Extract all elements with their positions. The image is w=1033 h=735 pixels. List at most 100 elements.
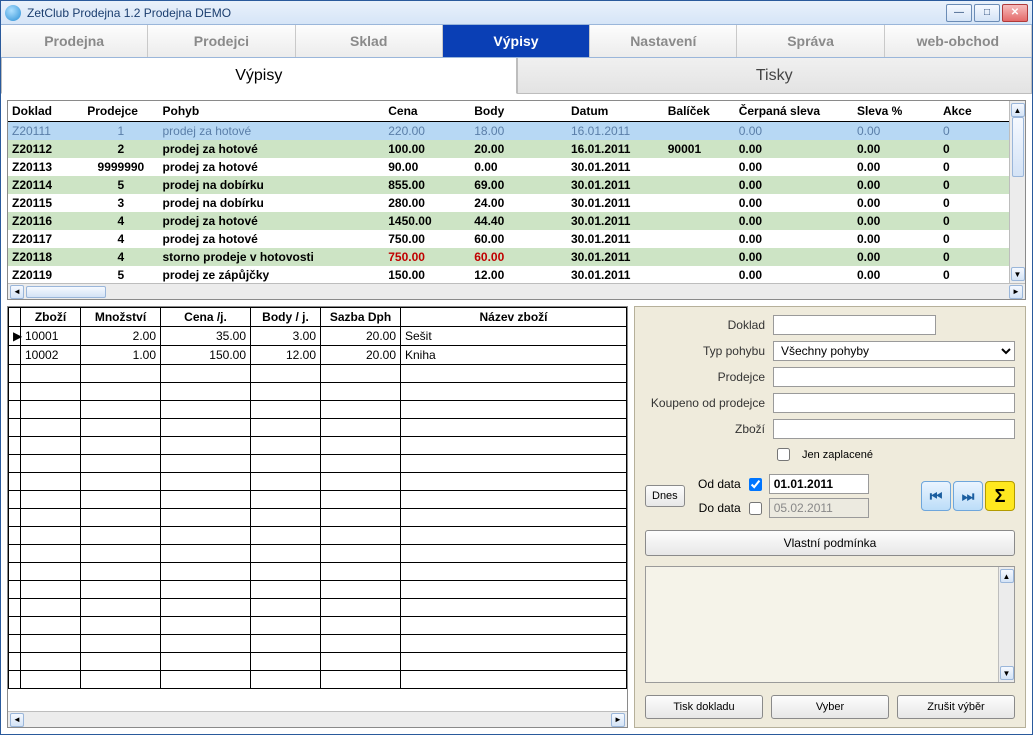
scroll-down-icon[interactable]: ▼ [1000, 666, 1014, 680]
od-data-checkbox[interactable] [749, 478, 762, 491]
table-row[interactable]: Z201153prodej na dobírku280.0024.0030.01… [8, 194, 1025, 212]
table-row[interactable] [9, 545, 627, 563]
scroll-down-icon[interactable]: ▼ [1011, 267, 1025, 281]
doklad-label: Doklad [645, 318, 765, 332]
table-row[interactable] [9, 527, 627, 545]
items-table[interactable]: ZbožíMnožstvíCena /j.Body / j.Sazba DphN… [8, 307, 627, 689]
typ-select[interactable]: Všechny pohyby [773, 341, 1015, 361]
main-tab-prodejna[interactable]: Prodejna [1, 25, 148, 57]
table-row[interactable]: 100021.00150.0012.0020.00Kniha [9, 346, 627, 365]
jen-zaplacene-checkbox[interactable] [777, 448, 790, 461]
od-data-input[interactable] [769, 474, 869, 494]
sub-tab-výpisy[interactable]: Výpisy [1, 58, 517, 94]
col-header[interactable]: Balíček [664, 101, 735, 122]
scroll-left-icon[interactable]: ◄ [10, 285, 24, 299]
table-row[interactable] [9, 581, 627, 599]
next-page-icon[interactable]: ⏭ [953, 481, 983, 511]
scroll-up-icon[interactable]: ▲ [1011, 103, 1025, 117]
condition-textarea[interactable]: ▲ ▼ [645, 566, 1015, 683]
table-row[interactable]: Z201174prodej za hotové750.0060.0030.01.… [8, 230, 1025, 248]
table-row[interactable] [9, 365, 627, 383]
documents-vscrollbar[interactable]: ▲ ▼ [1009, 101, 1025, 283]
table-row[interactable] [9, 635, 627, 653]
vlastni-podminka-button[interactable]: Vlastní podmínka [645, 530, 1015, 556]
table-row[interactable] [9, 491, 627, 509]
close-button[interactable]: ✕ [1002, 4, 1028, 22]
vyber-button[interactable]: Vyber [771, 695, 889, 719]
main-tab-prodejci[interactable]: Prodejci [148, 25, 295, 57]
dnes-button[interactable]: Dnes [645, 485, 685, 507]
zbozi-input[interactable] [773, 419, 1015, 439]
main-tabs: ProdejnaProdejciSkladVýpisyNastaveníSprá… [1, 25, 1032, 58]
table-row[interactable] [9, 671, 627, 689]
items-hscrollbar[interactable]: ◄ ► [8, 711, 627, 727]
table-row[interactable] [9, 437, 627, 455]
documents-table-container: DokladProdejcePohybCenaBodyDatumBalíčekČ… [7, 100, 1026, 300]
documents-table[interactable]: DokladProdejcePohybCenaBodyDatumBalíčekČ… [8, 101, 1025, 283]
main-tab-výpisy[interactable]: Výpisy [443, 25, 590, 57]
col-header[interactable]: Body [470, 101, 567, 122]
main-tab-nastavení[interactable]: Nastavení [590, 25, 737, 57]
sub-tab-tisky[interactable]: Tisky [517, 58, 1033, 94]
col-header[interactable]: Cena /j. [161, 308, 251, 327]
maximize-button[interactable]: □ [974, 4, 1000, 22]
table-row[interactable] [9, 563, 627, 581]
tisk-dokladu-button[interactable]: Tisk dokladu [645, 695, 763, 719]
zrusit-vyber-button[interactable]: Zrušit výběr [897, 695, 1015, 719]
table-row[interactable] [9, 419, 627, 437]
col-header[interactable]: Cena [384, 101, 470, 122]
table-row[interactable] [9, 617, 627, 635]
table-row[interactable]: Z201184storno prodeje v hotovosti750.006… [8, 248, 1025, 266]
col-header[interactable]: Prodejce [83, 101, 158, 122]
table-row[interactable] [9, 455, 627, 473]
table-row[interactable] [9, 401, 627, 419]
col-header[interactable]: Sleva % [853, 101, 939, 122]
table-row[interactable]: ▶100012.0035.003.0020.00Sešit [9, 327, 627, 346]
table-row[interactable]: Z201111prodej za hotové220.0018.0016.01.… [8, 122, 1025, 141]
col-header[interactable]: Datum [567, 101, 664, 122]
scroll-right-icon[interactable]: ► [1009, 285, 1023, 299]
col-header[interactable]: Body / j. [251, 308, 321, 327]
table-row[interactable]: Z201164prodej za hotové1450.0044.4030.01… [8, 212, 1025, 230]
main-tab-web-obchod[interactable]: web-obchod [885, 25, 1032, 57]
do-data-checkbox[interactable] [749, 502, 762, 515]
table-row[interactable] [9, 473, 627, 491]
content-area: DokladProdejcePohybCenaBodyDatumBalíčekČ… [1, 94, 1032, 734]
documents-hscrollbar[interactable]: ◄ ► [8, 283, 1025, 299]
main-tab-sklad[interactable]: Sklad [296, 25, 443, 57]
table-row[interactable]: Z201195prodej ze zápůjčky150.0012.0030.0… [8, 266, 1025, 283]
col-header[interactable]: Čerpaná sleva [735, 101, 853, 122]
app-window: ZetClub Prodejna 1.2 Prodejna DEMO — □ ✕… [0, 0, 1033, 735]
window-controls: — □ ✕ [946, 4, 1028, 22]
scroll-right-icon[interactable]: ► [611, 713, 625, 727]
col-header[interactable]: Sazba Dph [321, 308, 401, 327]
window-title: ZetClub Prodejna 1.2 Prodejna DEMO [27, 6, 231, 20]
koupeno-input[interactable] [773, 393, 1015, 413]
table-row[interactable] [9, 653, 627, 671]
col-header[interactable]: Pohyb [159, 101, 385, 122]
table-row[interactable] [9, 599, 627, 617]
scroll-up-icon[interactable]: ▲ [1000, 569, 1014, 583]
table-row[interactable]: Z201139999990prodej za hotové90.000.0030… [8, 158, 1025, 176]
do-data-input[interactable] [769, 498, 869, 518]
col-header[interactable]: Zboží [21, 308, 81, 327]
prev-page-icon[interactable]: ⏮ [921, 481, 951, 511]
minimize-button[interactable]: — [946, 4, 972, 22]
do-data-label: Do data [691, 501, 741, 515]
prodejce-input[interactable] [773, 367, 1015, 387]
table-row[interactable] [9, 509, 627, 527]
col-header[interactable]: Název zboží [401, 308, 627, 327]
app-icon [5, 5, 21, 21]
scroll-thumb[interactable] [26, 286, 106, 298]
doklad-input[interactable] [773, 315, 936, 335]
table-row[interactable]: Z201145prodej na dobírku855.0069.0030.01… [8, 176, 1025, 194]
table-row[interactable] [9, 383, 627, 401]
scroll-left-icon[interactable]: ◄ [10, 713, 24, 727]
main-tab-správa[interactable]: Správa [737, 25, 884, 57]
col-header[interactable]: Množství [81, 308, 161, 327]
sum-icon[interactable]: Σ [985, 481, 1015, 511]
scroll-thumb[interactable] [1012, 117, 1024, 177]
table-row[interactable]: Z201122prodej za hotové100.0020.0016.01.… [8, 140, 1025, 158]
jen-zaplacene-label: Jen zaplacené [802, 449, 873, 461]
col-header[interactable]: Doklad [8, 101, 83, 122]
